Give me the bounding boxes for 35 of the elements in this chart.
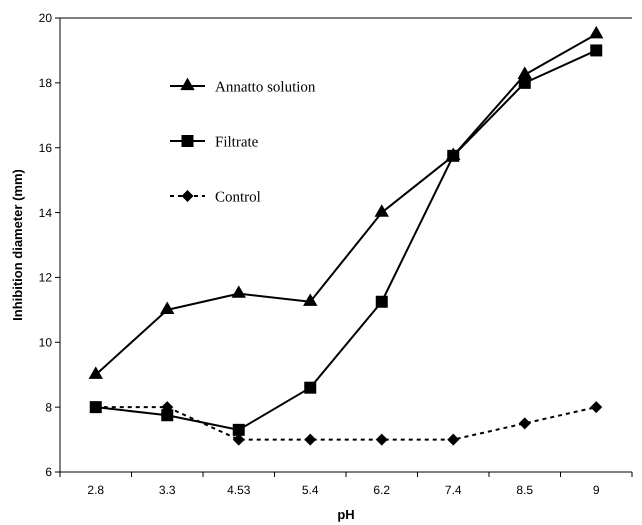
point xyxy=(303,293,318,306)
y-tick-label: 12 xyxy=(38,270,52,285)
x-tick-label: 7.4 xyxy=(444,483,462,497)
x-axis-title: pH xyxy=(337,507,355,522)
point xyxy=(376,296,388,308)
x-tick-label: 4.53 xyxy=(227,483,251,497)
x-tick-label: 9 xyxy=(592,483,600,497)
point xyxy=(447,434,460,446)
legend-label: Annatto solution xyxy=(215,79,316,96)
x-tick-label: 2.8 xyxy=(87,483,104,497)
y-tick-label: 20 xyxy=(38,11,52,26)
y-tick-label: 14 xyxy=(38,206,52,220)
point xyxy=(374,204,389,217)
x-tick-label: 3.3 xyxy=(158,483,176,497)
y-tick-label: 10 xyxy=(38,335,52,350)
y-tick-label: 8 xyxy=(45,400,52,414)
y-axis-title: Inhibition diameter (mm) xyxy=(10,169,25,321)
point xyxy=(518,417,531,430)
legend-label: Control xyxy=(215,189,261,206)
point xyxy=(304,382,316,394)
y-tick-label: 16 xyxy=(38,140,52,155)
legend-label: Filtrate xyxy=(215,134,259,150)
x-tick-label: 8.5 xyxy=(516,483,534,497)
x-tick-label: 6.2 xyxy=(373,483,390,497)
point xyxy=(589,26,604,38)
point xyxy=(161,409,174,422)
point xyxy=(160,302,174,314)
y-tick-label: 6 xyxy=(45,465,52,480)
point xyxy=(232,424,245,436)
point xyxy=(376,434,388,446)
point xyxy=(590,401,602,414)
x-tick-label: 5.4 xyxy=(302,483,319,497)
point xyxy=(304,434,316,446)
point xyxy=(232,285,246,298)
y-tick-label: 18 xyxy=(38,76,52,90)
